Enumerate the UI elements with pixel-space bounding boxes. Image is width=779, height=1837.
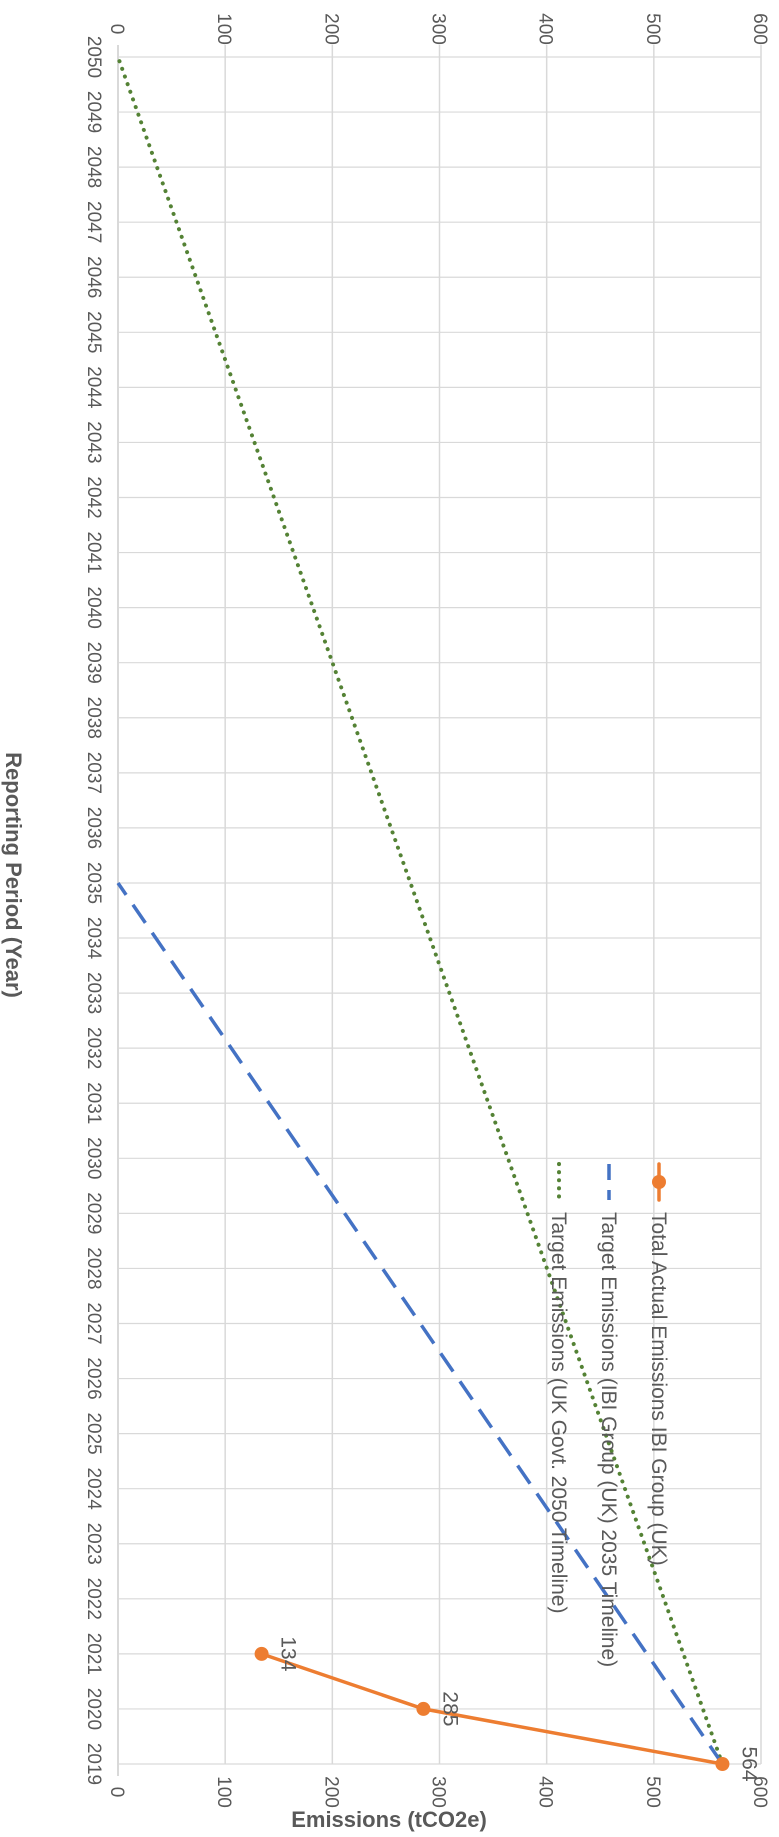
data-point <box>254 1646 269 1661</box>
x-tick-label: 2019 <box>83 1743 104 1785</box>
x-tick-label: 2050 <box>83 36 104 78</box>
data-label: 285 <box>438 1691 461 1726</box>
y-tick-label: 300 <box>428 1776 449 1808</box>
y-tick-label: 400 <box>535 1776 556 1808</box>
x-tick-label: 2031 <box>83 1082 104 1124</box>
series-line-1 <box>116 55 725 1766</box>
y-tick-label: 100 <box>213 13 234 45</box>
x-tick-labels: 2019 2020 2021 2022 2023 2024 2025 2026 2027 2028… <box>83 36 104 1785</box>
x-tick-label: 2022 <box>83 1578 104 1620</box>
x-tick-label: 2024 <box>83 1468 104 1511</box>
x-tick-label: 2033 <box>83 972 104 1014</box>
y-tick-label: 100 <box>213 1776 234 1808</box>
data-labels: 564 285 134 <box>277 1636 761 1781</box>
legend-entry: Target Emissions (IBI Group (UK) 2035 Ti… <box>597 1212 620 1667</box>
y-axis-title: Emissions (tCO2e) <box>291 1807 487 1832</box>
x-tick-label: 2039 <box>83 642 104 684</box>
y-tick-label: 300 <box>428 13 449 45</box>
legend: Target Emissions (UK Govt. 2050 Timeline… <box>547 1162 670 1667</box>
x-tick-label: 2036 <box>83 807 104 849</box>
x-tick-label: 2040 <box>83 587 104 629</box>
x-tick-label: 2044 <box>83 366 104 409</box>
data-label: 134 <box>277 1636 300 1671</box>
x-axis-title: Reporting Period (Year) <box>1 752 26 998</box>
gridlines <box>118 45 762 1765</box>
legend-entry: Total Actual Emissions IBI Group (UK) <box>647 1212 670 1566</box>
y-tick-label: 0 <box>106 24 127 35</box>
x-tick-label: 2025 <box>83 1412 104 1454</box>
y-tick-label: 500 <box>642 13 663 45</box>
x-tick-label: 2020 <box>83 1688 104 1730</box>
x-tick-label: 2029 <box>83 1192 104 1234</box>
x-tick-label: 2032 <box>83 1027 104 1069</box>
series-line-2 <box>116 882 724 1765</box>
x-tick-label: 2037 <box>83 752 104 794</box>
x-tick-label: 2028 <box>83 1247 104 1289</box>
y-tick-label: 400 <box>535 13 556 45</box>
x-tick-label: 2030 <box>83 1137 104 1179</box>
y-tick-labels: 0 0 100 100 200 200 300 300 400 400 500 500 600 600 <box>106 13 770 1808</box>
legend-marker <box>652 1175 666 1189</box>
y-tick-label: 600 <box>749 13 770 45</box>
legend-entry: Target Emissions (UK Govt. 2050 Timeline… <box>547 1212 570 1613</box>
x-tick-label: 2034 <box>83 917 104 960</box>
y-tick-label: 600 <box>749 1776 770 1808</box>
x-tick-label: 2038 <box>83 697 104 739</box>
x-tick-label: 2041 <box>83 531 104 573</box>
x-tick-label: 2049 <box>83 91 104 133</box>
y-tick-label: 200 <box>320 13 341 45</box>
x-tick-label: 2021 <box>83 1633 104 1675</box>
x-tick-label: 2047 <box>83 201 104 243</box>
y-tick-label: 200 <box>320 1776 341 1808</box>
x-tick-label: 2045 <box>83 311 104 353</box>
x-tick-label: 2035 <box>83 862 104 904</box>
x-tick-label: 2046 <box>83 256 104 298</box>
x-tick-label: 2027 <box>83 1302 104 1344</box>
y-tick-label: 500 <box>642 1776 663 1808</box>
data-point <box>715 1757 730 1771</box>
data-point <box>416 1701 431 1716</box>
x-tick-label: 2048 <box>83 146 104 188</box>
data-label: 564 <box>737 1746 760 1781</box>
y-tick-label: 0 <box>106 1787 127 1798</box>
series-lines <box>116 55 730 1771</box>
x-tick-label: 2042 <box>83 476 104 518</box>
x-tick-label: 2023 <box>83 1523 104 1565</box>
x-tick-label: 2026 <box>83 1357 104 1399</box>
x-tick-label: 2043 <box>83 421 104 463</box>
